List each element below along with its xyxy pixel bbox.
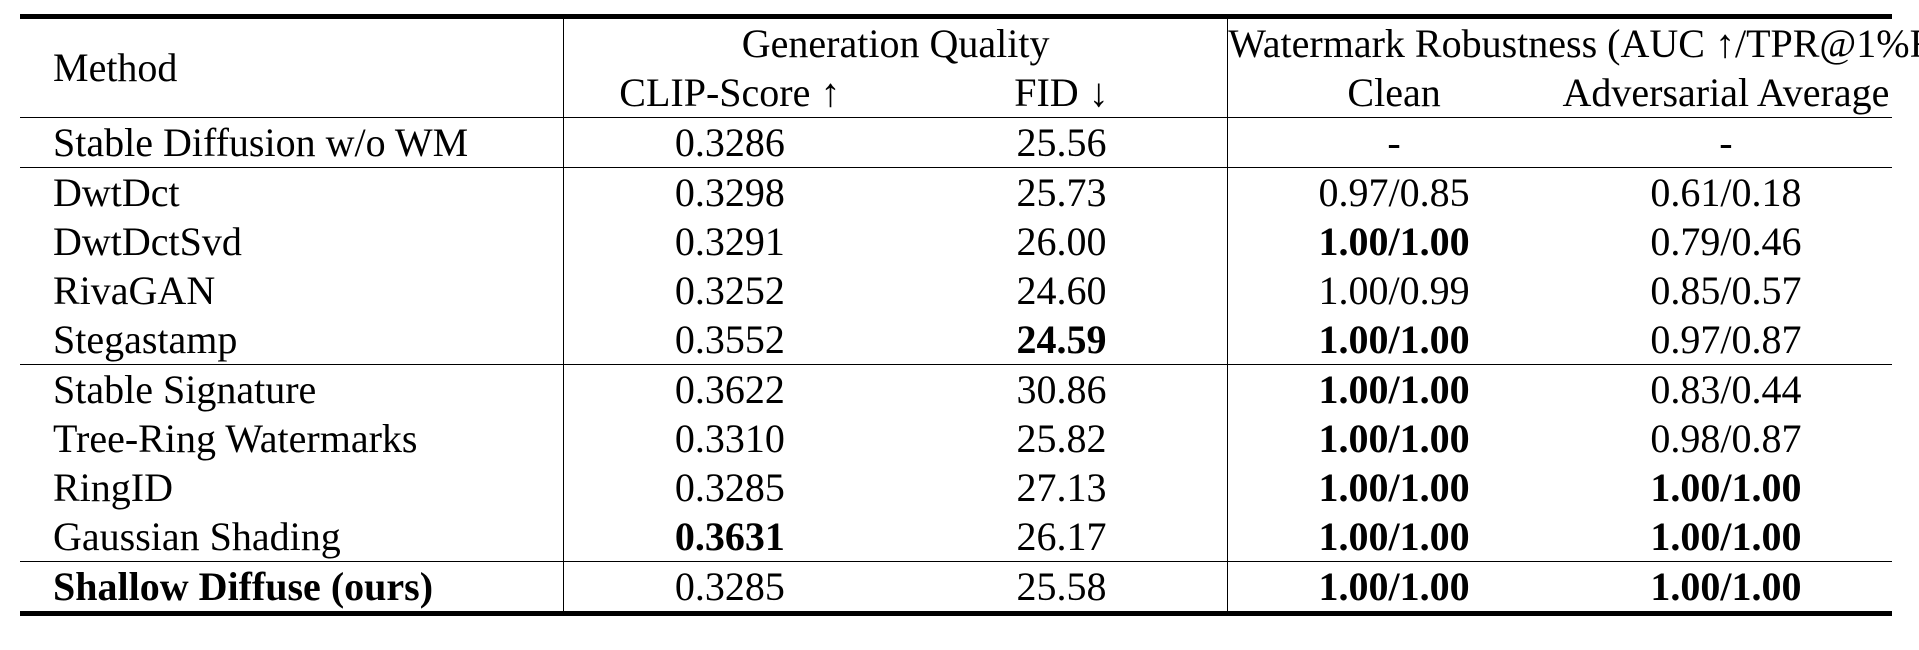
clip-score-cell: 0.3285 bbox=[674, 464, 785, 510]
method-cell: Tree-Ring Watermarks bbox=[20, 414, 564, 463]
generation-quality-header: Generation Quality bbox=[563, 16, 1229, 68]
adversarial-average-cell: 0.97/0.87 bbox=[1650, 316, 1802, 362]
results-table: Method Generation Quality Watermark Robu… bbox=[20, 14, 1919, 616]
fid-cell: 25.56 bbox=[895, 117, 1229, 168]
table-row: Gaussian Shading 0.3631 26.17 1.00/1.00 … bbox=[20, 512, 1892, 562]
fid-cell: 25.82 bbox=[895, 414, 1229, 463]
method-cell: Stable Diffusion w/o WM bbox=[20, 117, 564, 168]
clip-score-cell: 0.3291 bbox=[674, 218, 785, 264]
clean-cell: 0.97/0.85 bbox=[1318, 169, 1470, 215]
adversarial-average-header: Adversarial Average bbox=[1562, 69, 1890, 115]
adversarial-average-cell: 0.85/0.57 bbox=[1650, 267, 1802, 313]
clip-score-cell: 0.3622 bbox=[674, 366, 785, 412]
adversarial-average-cell: 1.00/1.00 bbox=[1650, 563, 1802, 609]
fid-cell: 24.59 bbox=[895, 315, 1229, 365]
clip-score-header: CLIP-Score ↑ bbox=[619, 69, 841, 115]
clip-score-cell: 0.3631 bbox=[674, 513, 785, 559]
fid-cell: 30.86 bbox=[895, 364, 1229, 414]
fid-cell: 24.60 bbox=[895, 266, 1229, 315]
fid-cell: 25.73 bbox=[895, 167, 1229, 217]
clean-cell: 1.00/1.00 bbox=[1318, 218, 1470, 264]
fid-cell: 27.13 bbox=[895, 463, 1229, 512]
clip-score-cell: 0.3252 bbox=[674, 267, 785, 313]
table-row: Tree-Ring Watermarks 0.3310 25.82 1.00/1… bbox=[20, 414, 1892, 463]
adversarial-average-cell: - bbox=[1719, 119, 1733, 165]
method-cell: RingID bbox=[20, 463, 564, 512]
header-row-columns: CLIP-Score ↑ FID ↓ Clean Adversarial Ave… bbox=[20, 68, 1892, 118]
clip-score-cell: 0.3310 bbox=[674, 415, 785, 461]
clean-cell: - bbox=[1387, 119, 1401, 165]
clip-score-cell: 0.3298 bbox=[674, 169, 785, 215]
clean-cell: 1.00/1.00 bbox=[1318, 563, 1470, 609]
adversarial-average-cell: 1.00/1.00 bbox=[1650, 464, 1802, 510]
clean-cell: 1.00/0.99 bbox=[1318, 267, 1470, 313]
table-row: Shallow Diffuse (ours) 0.3285 25.58 1.00… bbox=[20, 561, 1892, 614]
clip-score-cell: 0.3285 bbox=[674, 563, 785, 609]
method-header: Method bbox=[20, 16, 564, 118]
method-cell: Stable Signature bbox=[20, 364, 564, 414]
method-cell: DwtDct bbox=[20, 167, 564, 217]
adversarial-average-cell: 0.98/0.87 bbox=[1650, 415, 1802, 461]
table-row: Stable Signature 0.3622 30.86 1.00/1.00 … bbox=[20, 364, 1892, 414]
clean-cell: 1.00/1.00 bbox=[1318, 464, 1470, 510]
table-row: DwtDctSvd 0.3291 26.00 1.00/1.00 0.79/0.… bbox=[20, 217, 1892, 266]
adversarial-average-cell: 0.83/0.44 bbox=[1650, 366, 1802, 412]
clip-score-cell: 0.3286 bbox=[674, 119, 785, 165]
fid-cell: 25.58 bbox=[895, 561, 1229, 614]
method-cell: Stegastamp bbox=[20, 315, 564, 365]
clean-cell: 1.00/1.00 bbox=[1318, 316, 1470, 362]
adversarial-average-cell: 0.79/0.46 bbox=[1650, 218, 1802, 264]
table-row: RivaGAN 0.3252 24.60 1.00/0.99 0.85/0.57 bbox=[20, 266, 1892, 315]
clean-header: Clean bbox=[1347, 69, 1441, 115]
table-row: RingID 0.3285 27.13 1.00/1.00 1.00/1.00 bbox=[20, 463, 1892, 512]
fid-cell: 26.17 bbox=[895, 512, 1229, 562]
watermark-robustness-header: Watermark Robustness (AUC ↑/TPR@1%FPR↑) bbox=[1228, 20, 1919, 66]
table-row: Stegastamp 0.3552 24.59 1.00/1.00 0.97/0… bbox=[20, 315, 1892, 365]
clip-score-cell: 0.3552 bbox=[674, 316, 785, 362]
fid-header: FID ↓ bbox=[895, 68, 1229, 118]
adversarial-average-cell: 0.61/0.18 bbox=[1650, 169, 1802, 215]
method-cell: Gaussian Shading bbox=[20, 512, 564, 562]
table-row: Stable Diffusion w/o WM 0.3286 25.56 - - bbox=[20, 117, 1892, 168]
adversarial-average-cell: 1.00/1.00 bbox=[1650, 513, 1802, 559]
table-row: DwtDct 0.3298 25.73 0.97/0.85 0.61/0.18 bbox=[20, 167, 1892, 217]
clean-cell: 1.00/1.00 bbox=[1318, 415, 1470, 461]
method-cell: RivaGAN bbox=[20, 266, 564, 315]
method-cell: DwtDctSvd bbox=[20, 217, 564, 266]
clean-cell: 1.00/1.00 bbox=[1318, 513, 1470, 559]
header-row-groups: Method Generation Quality Watermark Robu… bbox=[20, 16, 1919, 118]
clean-cell: 1.00/1.00 bbox=[1318, 366, 1470, 412]
method-cell: Shallow Diffuse (ours) bbox=[20, 561, 564, 614]
fid-cell: 26.00 bbox=[895, 217, 1229, 266]
